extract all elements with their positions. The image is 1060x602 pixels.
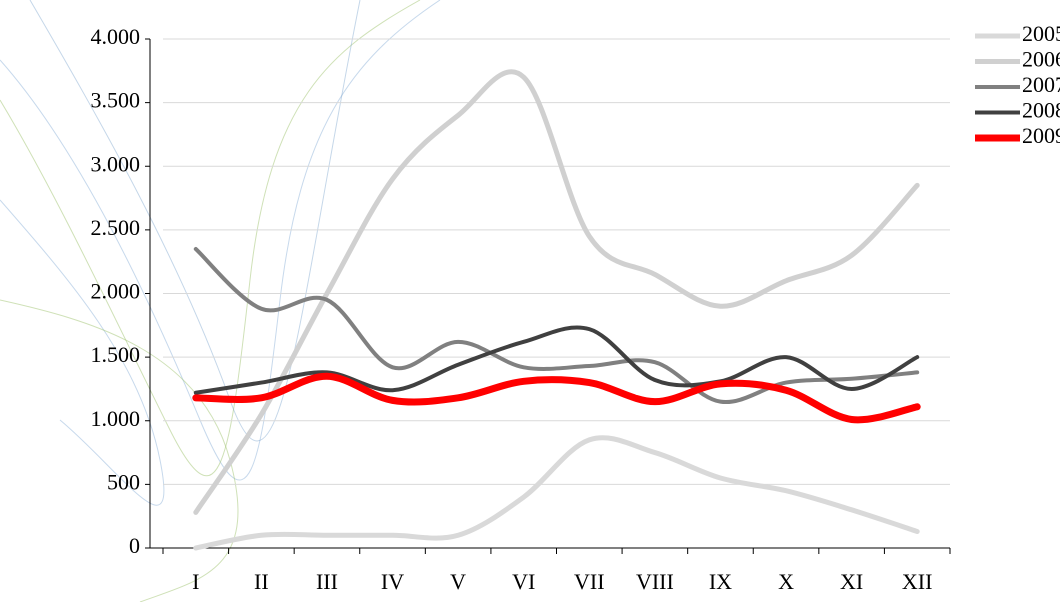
series-line [193, 325, 920, 395]
x-tick-label: III [316, 569, 338, 594]
series-line [193, 246, 920, 405]
y-tick-label: 2.500 [91, 215, 141, 240]
x-tick-label: II [254, 569, 269, 594]
x-tick-label: I [192, 569, 199, 594]
background-decoration [0, 0, 441, 602]
y-tick-label: 3.500 [91, 88, 141, 113]
series-line [193, 435, 920, 551]
x-tick-label: VII [574, 569, 605, 594]
series-line [193, 69, 920, 515]
x-tick-label: XII [902, 569, 933, 594]
x-tick-label: VI [512, 569, 535, 594]
x-tick-label: VIII [636, 569, 674, 594]
y-tick-label: 500 [107, 469, 140, 494]
y-tick-label: 2.000 [91, 279, 141, 304]
y-tick-label: 1.000 [91, 406, 141, 431]
legend-label: 2009. [1022, 123, 1060, 148]
legend-label: 2008. [1022, 98, 1060, 123]
legend-label: 2007. [1022, 72, 1060, 97]
x-tick-label: IV [381, 569, 404, 594]
legend-label: 2006. [1022, 47, 1060, 72]
x-tick-label: IX [709, 569, 732, 594]
x-tick-label: X [778, 569, 794, 594]
x-tick-label: V [450, 569, 466, 594]
series-line [192, 372, 921, 424]
y-tick-label: 1.500 [91, 342, 141, 367]
legend-label: 2005. [1022, 21, 1060, 46]
y-tick-label: 0 [129, 533, 140, 558]
y-tick-label: 4.000 [91, 24, 141, 49]
x-tick-label: XI [840, 569, 863, 594]
y-tick-label: 3.000 [91, 151, 141, 176]
